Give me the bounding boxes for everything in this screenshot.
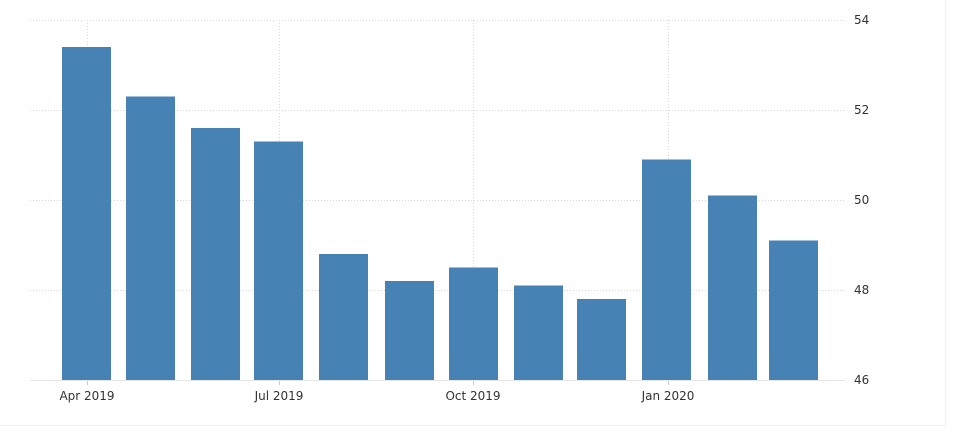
bar[interactable]: Apr 2019: 53.4 <box>62 47 111 380</box>
bar[interactable]: Dec 2019: 47.8 <box>577 299 626 380</box>
bar[interactable]: Jun 2019: 51.6 <box>191 128 240 380</box>
bar[interactable]: Aug 2019: 48.8 <box>319 254 368 380</box>
y-tick-label: 54 <box>854 13 870 27</box>
x-tick-label: Jan 2020 <box>641 389 695 403</box>
y-tick-label: 48 <box>854 283 870 297</box>
y-tick-label: 52 <box>854 103 870 117</box>
y-tick-label: 50 <box>854 193 870 207</box>
bar[interactable]: Sep 2019: 48.2 <box>385 281 434 380</box>
bar[interactable]: May 2019: 52.3 <box>126 96 175 381</box>
bar[interactable]: Nov 2019: 48.1 <box>514 285 563 381</box>
bar[interactable]: Mar 2020: 49.1 <box>769 240 818 381</box>
bar[interactable]: Jul 2019: 51.3 <box>254 141 303 381</box>
x-tick-label: Apr 2019 <box>59 389 115 403</box>
bar[interactable]: Oct 2019: 48.5 <box>449 267 498 381</box>
y-tick-label: 46 <box>854 373 870 387</box>
x-tick-label: Oct 2019 <box>445 389 501 403</box>
bar[interactable]: Feb 2020: 50.1 <box>708 195 757 381</box>
bar[interactable]: Jan 2020: 50.9 <box>642 159 691 381</box>
chart-frame <box>0 0 946 426</box>
x-tick-label: Jul 2019 <box>254 389 304 403</box>
